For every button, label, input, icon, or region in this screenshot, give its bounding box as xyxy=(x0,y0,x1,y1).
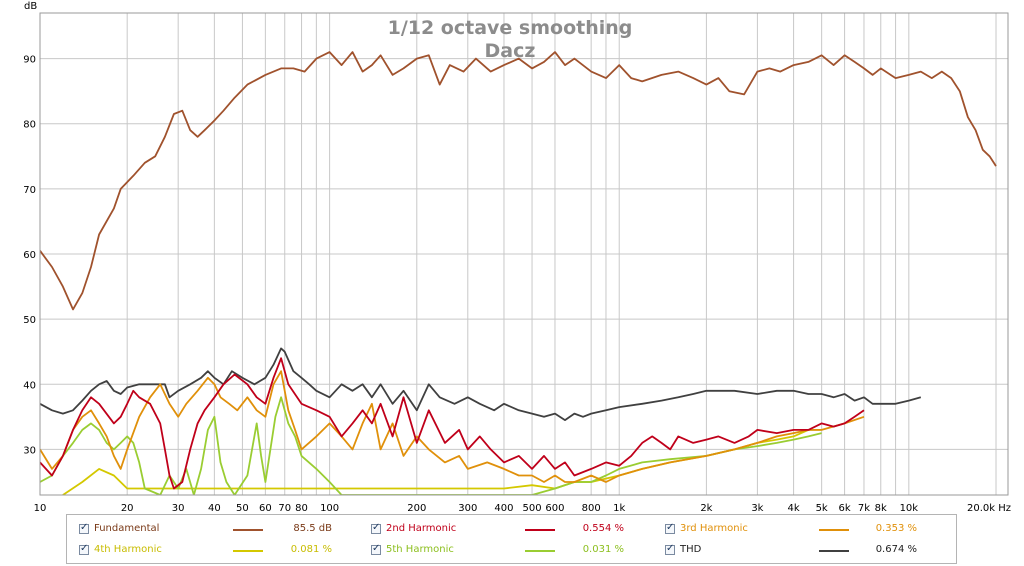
legend-value-h3: 0.353 % xyxy=(875,523,917,534)
x-tick-label: 20 xyxy=(121,503,134,514)
legend-label-h2: 2nd Harmonic xyxy=(386,523,457,534)
legend-value-h5: 0.031 % xyxy=(582,544,624,555)
x-tick-label: 10k xyxy=(900,503,919,514)
legend-value-h4: 0.081 % xyxy=(290,544,332,555)
legend-value-h2: 0.554 % xyxy=(582,523,624,534)
h5-checkbox[interactable] xyxy=(371,543,381,555)
x-tick-label: 2k xyxy=(700,503,712,514)
series-line-fundamental xyxy=(40,51,997,311)
x-tick-label: 4k xyxy=(788,503,800,514)
legend-swatch-h3 xyxy=(819,529,849,531)
x-tick-label: 3k xyxy=(751,503,763,514)
y-tick-label: 40 xyxy=(23,380,36,391)
y-tick-label: 50 xyxy=(23,315,36,326)
series-line-3rd-harmonic xyxy=(40,370,865,483)
y-axis-label: dB xyxy=(24,1,37,12)
y-tick-label: 90 xyxy=(23,55,36,66)
x-tick-label: 70 xyxy=(278,503,291,514)
x-tick-label: 1k xyxy=(613,503,625,514)
x-tick-label: 800 xyxy=(582,503,601,514)
grid xyxy=(40,13,1008,495)
y-tick-label: 80 xyxy=(23,120,36,131)
chart-subtitle: Dacz xyxy=(485,40,536,62)
chart-title: 1/12 octave smoothing xyxy=(388,17,633,39)
y-tick-label: 60 xyxy=(23,250,36,261)
x-tick-label: 600 xyxy=(545,503,564,514)
legend-label-thd: THD xyxy=(680,544,702,555)
x-tick-label: 60 xyxy=(259,503,272,514)
legend: Fundamental 85.5 dB 2nd Harmonic 0.554 %… xyxy=(66,514,957,564)
series-line-2nd-harmonic xyxy=(40,357,865,490)
x-tick-label: 10 xyxy=(34,503,47,514)
y-axis-ticks: 30 40 50 60 70 80 90 xyxy=(23,55,36,457)
legend-swatch-thd xyxy=(819,550,849,552)
h3-checkbox[interactable] xyxy=(665,522,675,534)
h2-checkbox[interactable] xyxy=(371,522,381,534)
series-line-thd xyxy=(40,347,922,421)
h4-checkbox[interactable] xyxy=(79,543,89,555)
x-tick-label: 200 xyxy=(407,503,426,514)
legend-value-fundamental: 85.5 dB xyxy=(293,523,332,534)
legend-swatch-h2 xyxy=(525,529,555,531)
x-tick-label: 6k xyxy=(839,503,851,514)
legend-label-fundamental: Fundamental xyxy=(94,523,160,534)
series-line-4th-harmonic xyxy=(62,429,822,495)
x-tick-label: 40 xyxy=(208,503,221,514)
x-tick-label: 8k xyxy=(875,503,887,514)
thd-checkbox[interactable] xyxy=(665,543,675,555)
x-tick-label: 5k xyxy=(816,503,828,514)
y-tick-label: 70 xyxy=(23,185,36,196)
x-tick-label: 300 xyxy=(458,503,477,514)
x-tick-label: 80 xyxy=(295,503,308,514)
frequency-response-chart: 30 40 50 60 70 80 90 10 20 30 40 50 60 70 80 100 200 300… xyxy=(23,1,1011,514)
series-line-5th-harmonic xyxy=(40,396,822,495)
x-tick-label: 500 xyxy=(522,503,541,514)
x-tick-label: 7k xyxy=(858,503,870,514)
x-tick-label: 50 xyxy=(236,503,249,514)
y-tick-label: 30 xyxy=(23,445,36,456)
plot-frame xyxy=(39,12,1009,496)
x-tick-label: 400 xyxy=(494,503,513,514)
fundamental-checkbox[interactable] xyxy=(79,522,89,534)
legend-swatch-h5 xyxy=(525,550,555,552)
x-tick-label: 30 xyxy=(172,503,185,514)
legend-value-thd: 0.674 % xyxy=(875,544,917,555)
legend-swatch-fundamental xyxy=(233,529,263,531)
legend-label-h5: 5th Harmonic xyxy=(386,544,454,555)
legend-label-h4: 4th Harmonic xyxy=(94,544,162,555)
x-axis-ticks: 10 20 30 40 50 60 70 80 100 200 300 400 500 600 800 1k 2… xyxy=(34,503,1011,514)
x-tick-label: 100 xyxy=(320,503,339,514)
x-tick-label: 20.0k Hz xyxy=(967,503,1011,514)
legend-swatch-h4 xyxy=(233,550,263,552)
legend-label-h3: 3rd Harmonic xyxy=(680,523,748,534)
series-lines xyxy=(40,51,997,495)
